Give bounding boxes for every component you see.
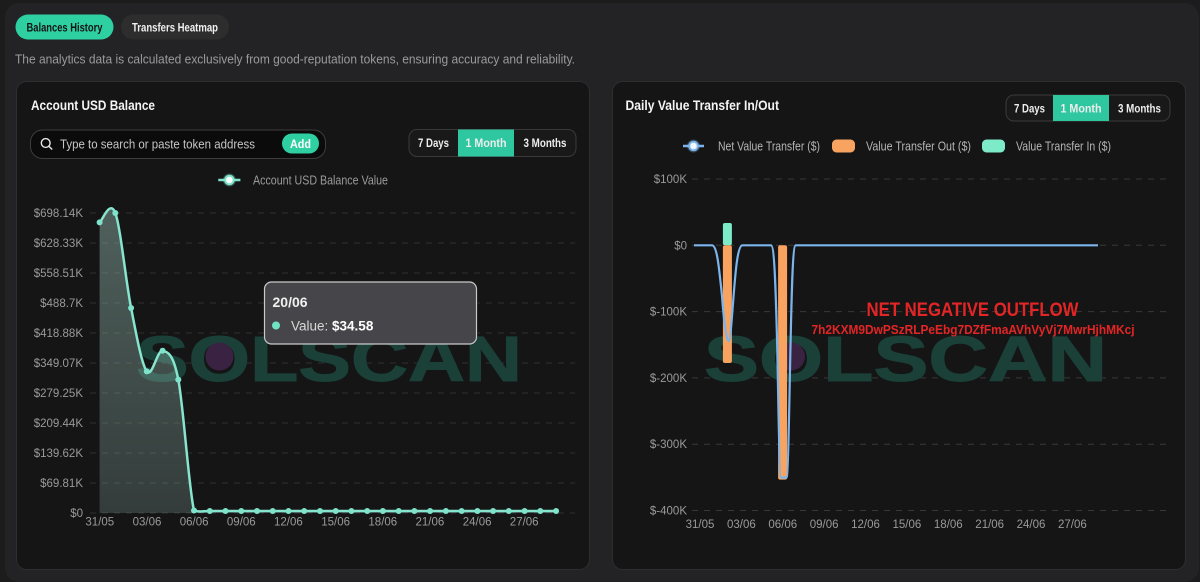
svg-text:Add: Add bbox=[290, 137, 311, 151]
svg-text:Net Value Transfer ($): Net Value Transfer ($) bbox=[718, 139, 820, 154]
svg-text:$-200K: $-200K bbox=[650, 373, 687, 385]
svg-text:Account USD Balance Value: Account USD Balance Value bbox=[253, 173, 388, 188]
svg-text:$209.44K: $209.44K bbox=[34, 418, 84, 430]
svg-text:$69.81K: $69.81K bbox=[40, 478, 83, 490]
svg-text:The analytics data is calculat: The analytics data is calculated exclusi… bbox=[15, 52, 575, 67]
svg-text:15/06: 15/06 bbox=[893, 519, 922, 531]
svg-text:09/06: 09/06 bbox=[810, 519, 839, 531]
svg-text:Value: $34.58: Value: $34.58 bbox=[291, 319, 374, 334]
svg-text:Balances History: Balances History bbox=[27, 23, 103, 35]
svg-text:31/05: 31/05 bbox=[686, 519, 715, 531]
svg-text:$-300K: $-300K bbox=[650, 439, 687, 451]
svg-text:Transfers Heatmap: Transfers Heatmap bbox=[132, 23, 218, 35]
svg-text:NET NEGATIVE OUTFLOW: NET NEGATIVE OUTFLOW bbox=[867, 299, 1079, 321]
svg-text:3 Months: 3 Months bbox=[524, 136, 567, 150]
svg-text:20/06: 20/06 bbox=[273, 294, 308, 310]
svg-text:06/06: 06/06 bbox=[768, 519, 797, 531]
svg-text:31/05: 31/05 bbox=[85, 517, 114, 529]
svg-text:12/06: 12/06 bbox=[274, 517, 303, 529]
svg-text:18/06: 18/06 bbox=[934, 519, 963, 531]
svg-text:Value Transfer In ($): Value Transfer In ($) bbox=[1016, 139, 1111, 154]
svg-text:$0: $0 bbox=[674, 240, 687, 252]
svg-text:$139.62K: $139.62K bbox=[34, 448, 84, 460]
svg-text:1 Month: 1 Month bbox=[1061, 102, 1102, 116]
svg-text:$-100K: $-100K bbox=[650, 307, 687, 319]
svg-text:7h2KXM9DwPSzRLPeEbg7DZfFmaAVhV: 7h2KXM9DwPSzRLPeEbg7DZfFmaAVhVyVj7MwrHjh… bbox=[812, 322, 1135, 337]
svg-text:$418.88K: $418.88K bbox=[34, 328, 84, 340]
svg-text:12/06: 12/06 bbox=[851, 519, 880, 531]
svg-text:24/06: 24/06 bbox=[463, 517, 492, 529]
svg-text:$100K: $100K bbox=[654, 174, 688, 186]
svg-text:03/06: 03/06 bbox=[133, 517, 162, 529]
svg-text:27/06: 27/06 bbox=[1058, 519, 1087, 531]
svg-text:$488.7K: $488.7K bbox=[40, 298, 83, 310]
svg-text:Type to search or paste token: Type to search or paste token address bbox=[60, 137, 255, 152]
svg-text:21/06: 21/06 bbox=[416, 517, 445, 529]
svg-text:7 Days: 7 Days bbox=[1014, 102, 1045, 116]
svg-text:03/06: 03/06 bbox=[727, 519, 756, 531]
svg-text:$698.14K: $698.14K bbox=[34, 208, 84, 220]
svg-text:$349.07K: $349.07K bbox=[34, 358, 84, 370]
svg-text:24/06: 24/06 bbox=[1017, 519, 1046, 531]
svg-text:$0: $0 bbox=[70, 508, 83, 520]
svg-text:SOLSCAN: SOLSCAN bbox=[704, 323, 1107, 395]
svg-text:Account USD Balance: Account USD Balance bbox=[31, 97, 155, 113]
svg-text:1 Month: 1 Month bbox=[466, 136, 507, 150]
svg-text:7 Days: 7 Days bbox=[418, 136, 449, 150]
svg-text:21/06: 21/06 bbox=[975, 519, 1004, 531]
svg-text:$-400K: $-400K bbox=[650, 506, 687, 518]
svg-text:$558.51K: $558.51K bbox=[34, 268, 84, 280]
svg-text:27/06: 27/06 bbox=[510, 517, 539, 529]
svg-text:09/06: 09/06 bbox=[227, 517, 256, 529]
svg-text:3 Months: 3 Months bbox=[1118, 102, 1161, 116]
svg-text:15/06: 15/06 bbox=[321, 517, 350, 529]
svg-text:06/06: 06/06 bbox=[180, 517, 209, 529]
svg-text:$628.33K: $628.33K bbox=[34, 238, 84, 250]
svg-text:$279.25K: $279.25K bbox=[34, 388, 84, 400]
svg-text:Value Transfer Out ($): Value Transfer Out ($) bbox=[866, 139, 971, 154]
svg-text:18/06: 18/06 bbox=[368, 517, 397, 529]
svg-text:Daily Value Transfer In/Out: Daily Value Transfer In/Out bbox=[626, 97, 780, 113]
